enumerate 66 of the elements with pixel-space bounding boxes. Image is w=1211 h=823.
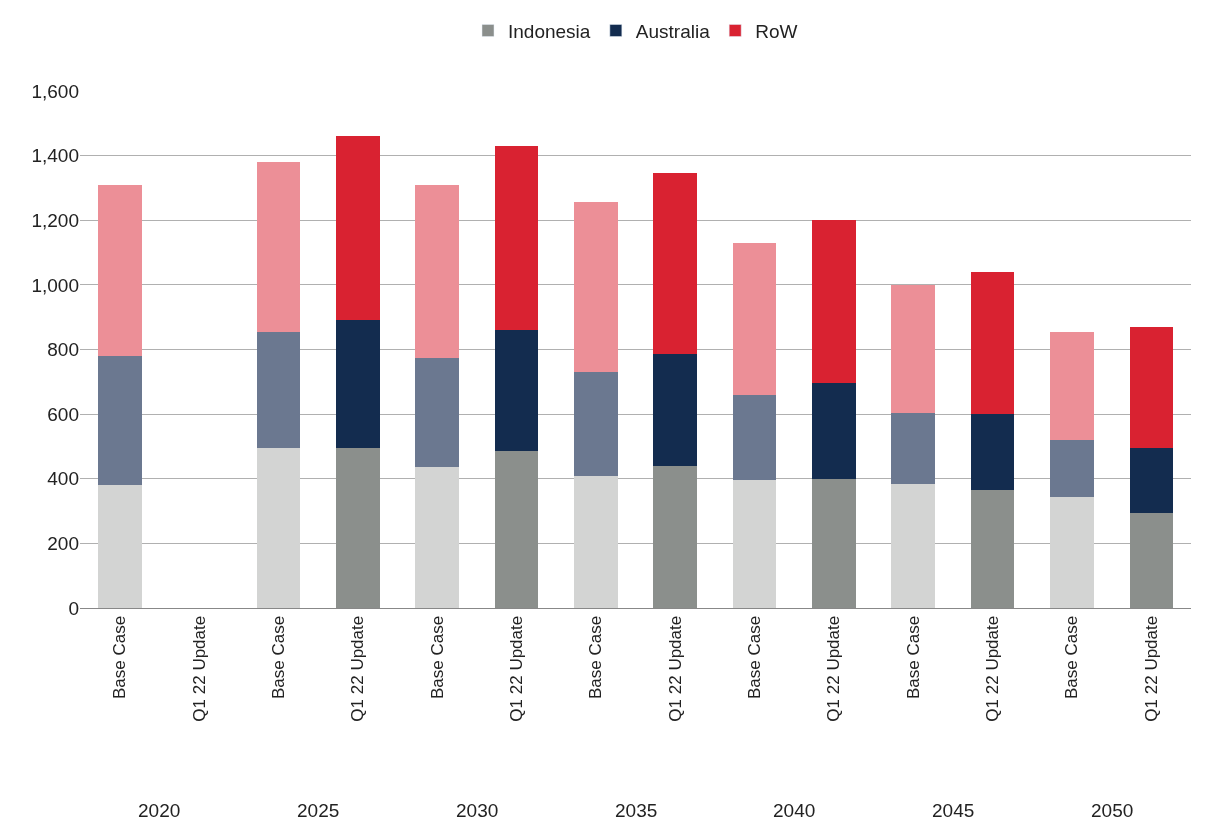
bar: [415, 467, 459, 608]
text: 2045: [932, 800, 975, 821]
legend-label: Australia: [635, 20, 711, 42]
y-tick-label: 1,200: [31, 209, 79, 231]
y-tick-label: 1,600: [31, 80, 79, 102]
bar: [891, 412, 936, 484]
text: 2050: [1091, 800, 1134, 821]
y-tick-label: 200: [47, 533, 79, 555]
x-tick-label: Base Case: [110, 615, 130, 699]
y-tick-label: 600: [47, 403, 79, 425]
text: 2030: [456, 800, 499, 821]
x-tick-label: Base Case: [903, 615, 923, 699]
text: 2020: [138, 800, 181, 821]
x-tick-label: Base Case: [586, 615, 606, 699]
bar: [1129, 326, 1174, 449]
x-tick-label: Base Case: [1062, 615, 1082, 699]
bar: [335, 320, 380, 449]
bar: [574, 372, 618, 476]
bar: [415, 357, 459, 468]
x-tick-label: Base Case: [268, 615, 288, 699]
bar: [732, 394, 777, 481]
x-tick-label: Q1 22 Update: [189, 615, 209, 722]
legend-label: RoW: [755, 20, 798, 42]
bar: [653, 354, 697, 466]
bar: [970, 271, 1015, 415]
bar: [1050, 496, 1094, 608]
bar: [97, 485, 142, 608]
bar: [653, 173, 697, 355]
bar: [256, 162, 301, 332]
y-tick-label: 800: [47, 339, 79, 361]
text: 2035: [615, 800, 658, 821]
bar: [494, 145, 539, 331]
bar: [574, 475, 618, 608]
bar: [812, 383, 856, 479]
bar: [891, 483, 936, 608]
x-tick-label: Base Case: [427, 615, 447, 699]
bar: [1050, 439, 1094, 497]
y-tick-label: 1,000: [31, 274, 79, 296]
x-tick-label: Q1 22 Update: [983, 615, 1003, 722]
bar: [97, 355, 142, 486]
x-tick-label: Q1 22 Update: [348, 615, 368, 722]
x-tick-label: Q1 22 Update: [1141, 615, 1161, 722]
bar: [97, 184, 142, 356]
bar: [1050, 331, 1094, 440]
text: 2025: [297, 800, 340, 821]
bar: [732, 480, 777, 608]
bar: [1129, 448, 1174, 513]
x-tick-label: Base Case: [745, 615, 765, 699]
legend-label: Indonesia: [508, 20, 591, 42]
y-tick-label: 400: [47, 468, 79, 490]
y-tick-label: 0: [68, 597, 79, 619]
text: 2040: [773, 800, 816, 821]
y-tick-label: 1,400: [31, 145, 79, 167]
x-tick-label: Q1 22 Update: [824, 615, 844, 722]
bar: [732, 242, 777, 395]
bar: [335, 136, 380, 321]
bar: [574, 202, 618, 373]
bar: [812, 220, 856, 384]
x-tick-label: Q1 22 Update: [506, 615, 526, 722]
bar: [256, 331, 301, 449]
bar: [970, 414, 1015, 491]
bar: [494, 330, 539, 452]
bar: [415, 184, 459, 358]
x-tick-label: Q1 22 Update: [665, 615, 685, 722]
bar: [256, 448, 301, 608]
bar: [891, 284, 936, 413]
